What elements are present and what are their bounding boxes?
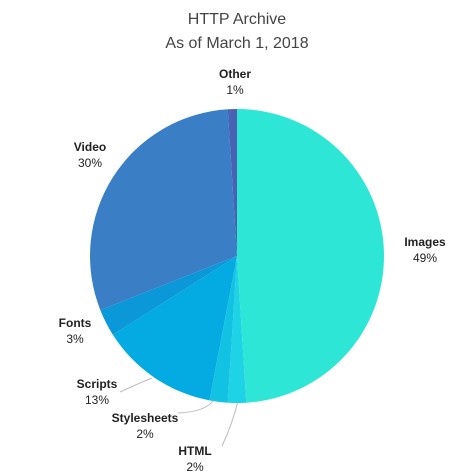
slice-label: Other [219, 67, 251, 81]
pie-slice [227, 256, 247, 403]
leader-line [119, 377, 153, 393]
slice-label: HTML [178, 444, 211, 458]
slice-label: Fonts [59, 316, 92, 330]
leader-line [221, 400, 239, 447]
pie-slice [237, 109, 384, 403]
slice-value: 2% [186, 460, 204, 474]
slice-value: 30% [78, 156, 102, 170]
chart-subtitle: As of March 1, 2018 [165, 35, 308, 52]
leader-lines [119, 377, 239, 447]
slice-value: 1% [226, 83, 244, 97]
pie-slice [209, 256, 237, 403]
pie-slice [227, 109, 237, 256]
pie-slice [112, 256, 237, 401]
slice-label: Video [74, 140, 106, 154]
slice-value: 3% [66, 332, 84, 346]
slice-label: Scripts [77, 377, 118, 391]
slice-value: 49% [413, 251, 437, 265]
leader-line [177, 399, 215, 414]
slice-label: Stylesheets [112, 411, 179, 425]
slice-label: Images [404, 235, 446, 249]
chart-title: HTTP Archive [188, 11, 287, 28]
slice-value: 13% [85, 393, 109, 407]
pie-slice [89, 109, 237, 311]
pie-slice [100, 256, 238, 335]
slice-value: 2% [136, 427, 154, 441]
